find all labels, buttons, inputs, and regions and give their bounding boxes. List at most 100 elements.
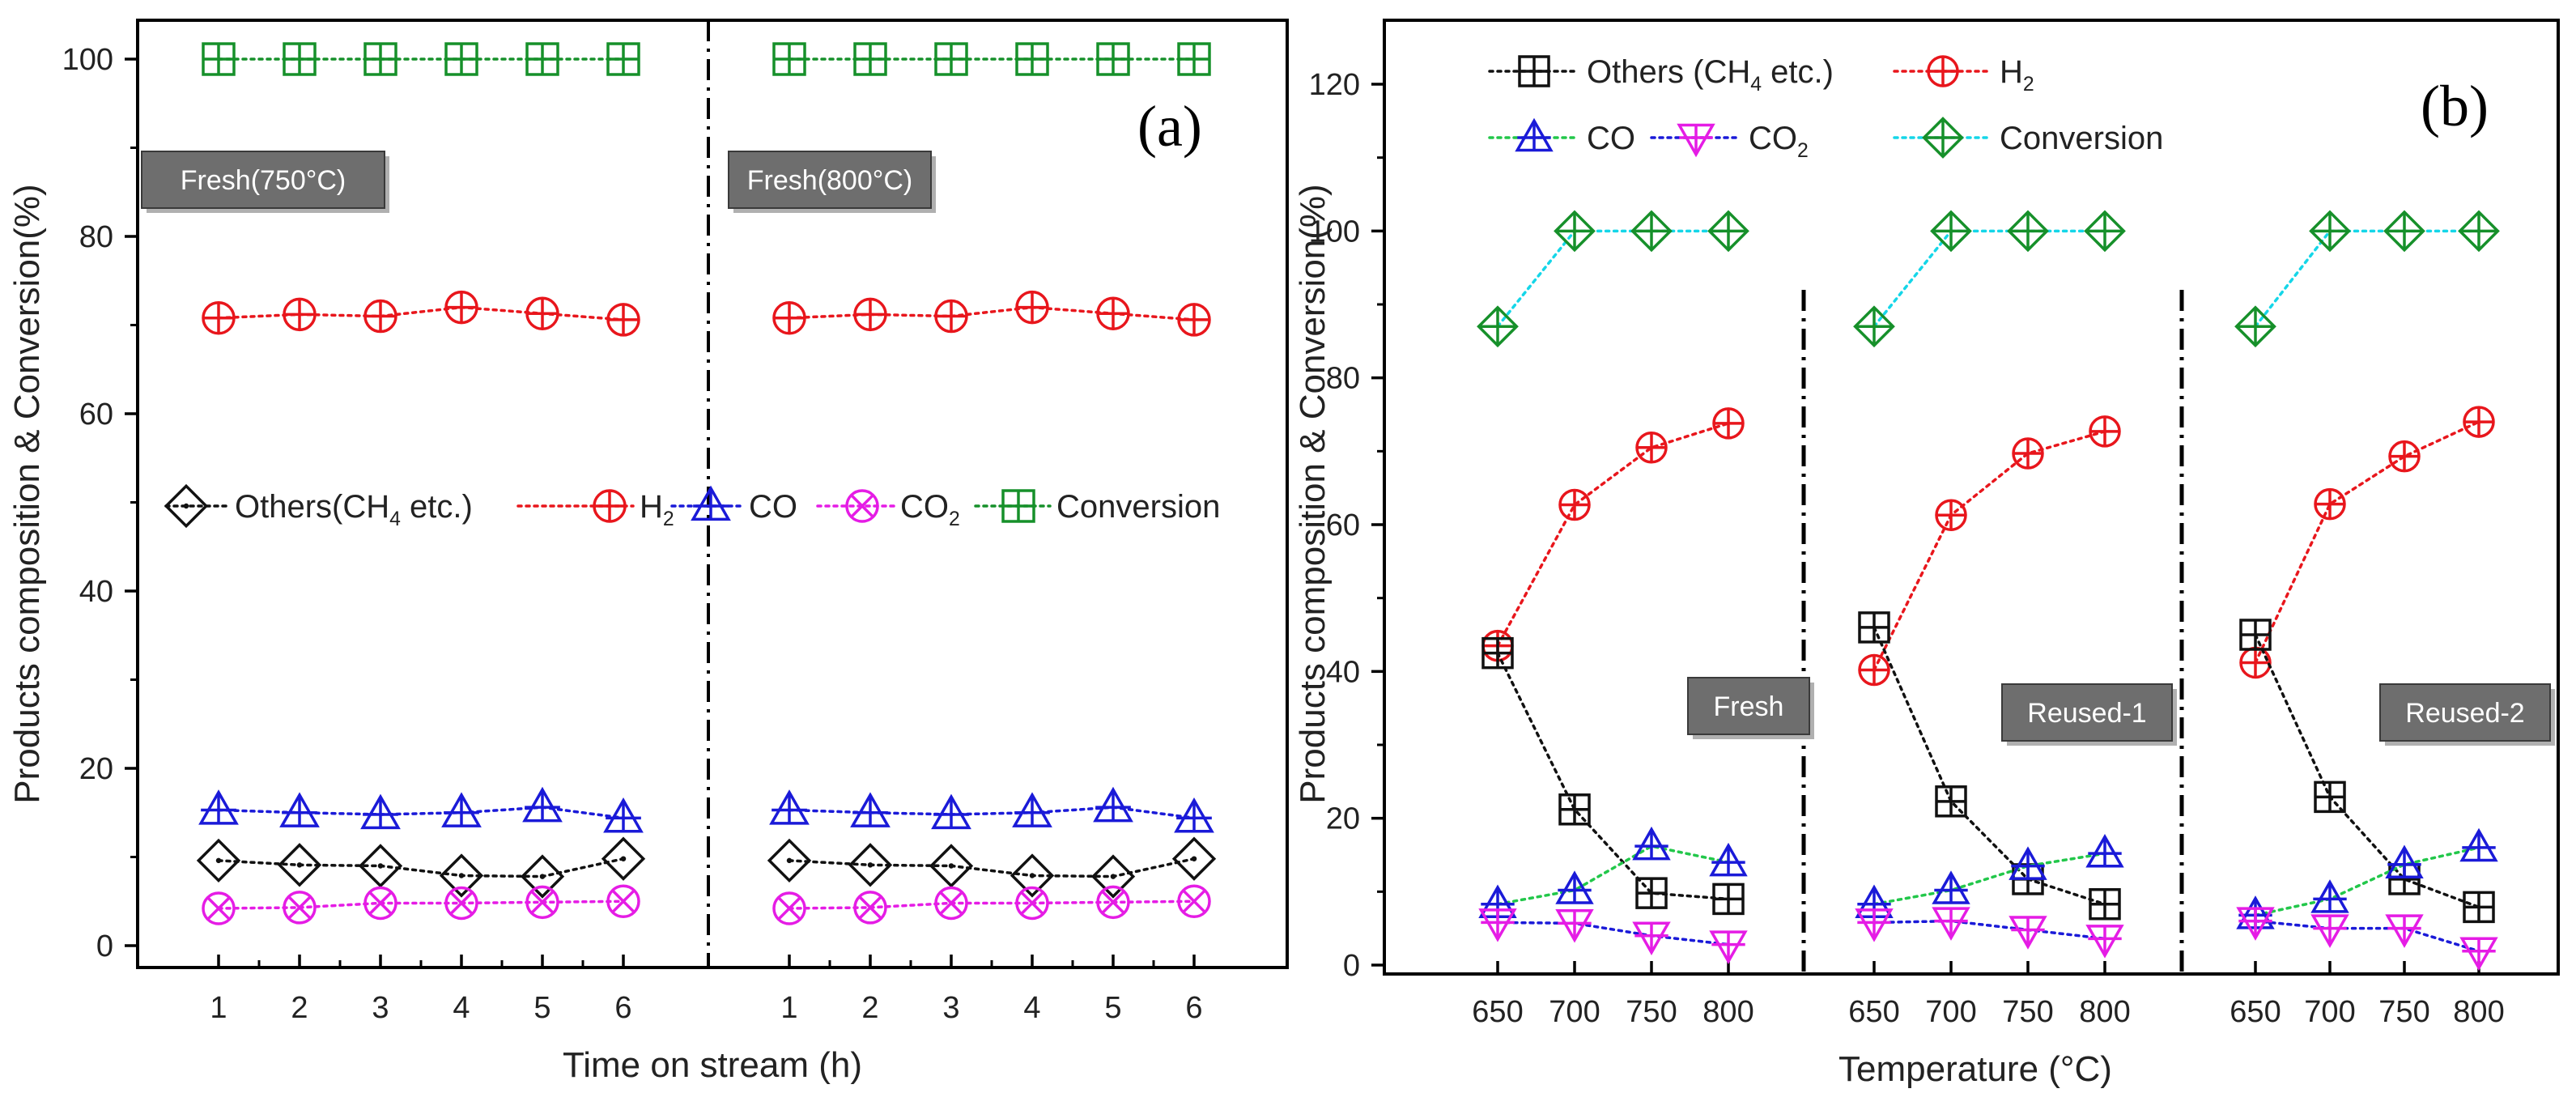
data-point-others xyxy=(2314,780,2346,814)
data-point-co2 xyxy=(2236,907,2275,941)
legend-marker-co2 xyxy=(1677,123,1715,158)
data-point-conversion xyxy=(444,42,478,76)
legend-marker-others-dot xyxy=(183,503,189,509)
data-point-co2-ring xyxy=(1096,885,1130,920)
series-line-conversion xyxy=(1496,229,1730,328)
data-point-co2 xyxy=(1177,884,1211,918)
y-tick-label: 40 xyxy=(79,575,113,609)
legend-label: CO xyxy=(749,489,797,525)
legend-label: Conversion xyxy=(2000,121,2163,156)
series-line-co2 xyxy=(217,899,625,910)
data-point-conversion xyxy=(2309,210,2351,253)
x-tick-label: 1 xyxy=(210,991,227,1025)
data-point-co2 xyxy=(283,891,317,925)
data-point-others-shape xyxy=(520,854,565,899)
data-point-others-dot xyxy=(458,873,465,878)
data-point-others-dot xyxy=(215,857,222,864)
data-point-others-shape xyxy=(277,843,322,887)
x-tick-label: 650 xyxy=(1848,995,1899,1029)
legend-label: Conversion xyxy=(1056,489,1220,525)
data-point-co2 xyxy=(363,886,397,921)
group-tag-fresh-box xyxy=(1687,677,1810,735)
panel-a-chart: 0 20 40 60 80 100 Products composition & Conve… xyxy=(7,19,1289,1085)
x-tick-label: 2 xyxy=(861,991,878,1025)
legend-item-h2: H2 xyxy=(1893,54,2034,96)
data-point-others-dot xyxy=(1110,874,1116,879)
y-tick-label: 20 xyxy=(1326,802,1360,836)
data-point-others-shape xyxy=(1010,853,1055,898)
data-point-co xyxy=(2310,879,2349,913)
data-point-conversion xyxy=(2383,210,2425,253)
series-line-h2 xyxy=(788,305,1196,321)
legend-item-others: Others (CH4 etc.) xyxy=(1488,54,1834,96)
panel-label: (a) xyxy=(1137,94,1202,159)
data-point-others xyxy=(1481,636,1514,670)
data-point-others-dot xyxy=(620,856,627,861)
data-point-h2 xyxy=(1712,407,1745,440)
legend-marker-h2 xyxy=(1927,55,1959,87)
data-point-conversion xyxy=(853,42,887,76)
series-line-others xyxy=(788,857,1196,878)
series-line-others xyxy=(2254,633,2480,909)
data-point-co2 xyxy=(2009,916,2047,950)
x-tick-label: 800 xyxy=(2079,995,2130,1029)
data-point-co2-ring xyxy=(772,891,806,925)
data-point-h2 xyxy=(2388,440,2421,473)
data-point-co xyxy=(1709,842,1748,877)
data-point-h2 xyxy=(606,303,640,337)
legend-label-suffix: etc.) xyxy=(401,489,473,525)
y-tick-label: 0 xyxy=(1343,949,1360,983)
legend-label-main: CO xyxy=(900,489,949,525)
data-point-co2-d2 xyxy=(777,896,801,921)
data-point-conversion xyxy=(1554,210,1596,253)
legend-label-main: CO xyxy=(1587,121,1635,156)
data-point-co2-d2 xyxy=(368,891,393,916)
data-point-conversion xyxy=(2458,210,2500,253)
legend-label: H2 xyxy=(2000,54,2034,96)
series-line-co2 xyxy=(2254,919,2480,953)
x-tick-label: 4 xyxy=(1023,991,1040,1025)
data-point-h2 xyxy=(202,300,236,335)
plot-frame xyxy=(1383,19,2560,976)
data-point-conversion xyxy=(1707,210,1749,253)
legend-label-suffix: etc.) xyxy=(1762,54,1834,90)
data-point-h2 xyxy=(1096,296,1130,331)
legend-label-main: CO xyxy=(1749,121,1797,156)
series-line-h2 xyxy=(217,305,625,321)
data-point-co xyxy=(931,793,971,830)
legend-item-co: CO xyxy=(670,485,797,525)
data-point-conversion xyxy=(1930,210,1972,253)
y-tick-label: 80 xyxy=(1326,362,1360,396)
data-point-conversion xyxy=(606,42,640,76)
data-point-co2 xyxy=(1709,930,1748,964)
data-point-co xyxy=(2459,827,2498,862)
x-axis-title: Temperature (°C) xyxy=(1838,1049,2112,1089)
data-point-co2-d2 xyxy=(287,895,312,920)
data-point-co2-ring xyxy=(606,884,640,918)
data-point-h2 xyxy=(1858,653,1890,687)
data-point-co2-ring xyxy=(525,885,559,920)
data-point-conversion xyxy=(934,42,968,76)
y-tick-label: 100 xyxy=(1309,215,1360,249)
legend-item-co2: CO2 xyxy=(816,489,960,530)
data-point-co2-ring xyxy=(363,886,397,921)
legend-label-subscript: 2 xyxy=(663,508,674,530)
series-line-h2 xyxy=(1496,422,1730,648)
data-point-others xyxy=(1171,836,1217,881)
data-point-co2 xyxy=(2385,914,2424,948)
data-point-co2 xyxy=(853,891,887,925)
data-point-h2 xyxy=(1935,499,1967,531)
data-point-co2 xyxy=(1555,909,1594,943)
x-tick-label: 2 xyxy=(291,991,308,1025)
data-point-co2 xyxy=(772,891,806,925)
data-point-co2 xyxy=(1478,908,1517,942)
data-point-others xyxy=(1935,785,1967,818)
legend-item-conversion: Conversion xyxy=(1893,117,2163,159)
x-tick-label: 700 xyxy=(1925,995,1976,1029)
group-tag-reused-1: Reused-1 xyxy=(2001,683,2177,746)
data-point-others xyxy=(601,836,646,881)
data-point-others-shape xyxy=(767,838,812,883)
data-point-others xyxy=(2463,891,2495,924)
data-point-conversion xyxy=(363,42,397,76)
data-point-co2-d2 xyxy=(530,890,555,915)
